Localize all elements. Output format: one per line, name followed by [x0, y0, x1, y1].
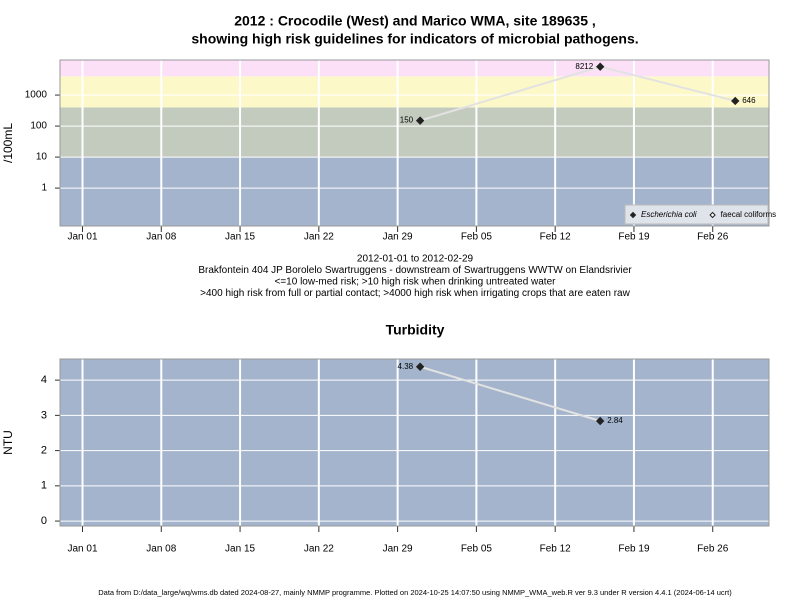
plot-frame: [59, 358, 770, 527]
chart-title: Turbidity: [386, 322, 445, 338]
risk-band: [60, 60, 769, 77]
x-tick-label: Feb 19: [618, 232, 650, 243]
x-tick-label: Jan 29: [383, 232, 413, 243]
x-tick-label: Feb 26: [697, 232, 729, 243]
legend-label: faecal coliforms: [721, 210, 777, 219]
data-line: [419, 365, 601, 422]
y-tick-label: 100: [30, 121, 47, 132]
legend-box: [624, 204, 769, 225]
y-tick-label: 1000: [25, 90, 48, 101]
x-tick-label: Jan 15: [225, 232, 255, 243]
data-point: [595, 416, 605, 426]
note: Brakfontein 404 JP Borolelo Swartruggens…: [198, 265, 632, 276]
legend-marker: [629, 211, 637, 219]
data-point: [415, 116, 425, 125]
risk-band: [60, 107, 769, 158]
legend-marker: [709, 211, 716, 219]
y-axis-label: /100mL: [1, 123, 15, 163]
x-tick-label: Jan 29: [383, 544, 413, 555]
x-tick-label: Feb 19: [618, 544, 650, 555]
x-tick-label: Jan 01: [67, 232, 97, 243]
data-label: 2.84: [607, 416, 623, 425]
x-tick-label: Jan 22: [304, 232, 334, 243]
y-tick-label: 10: [36, 152, 48, 163]
legend-label: Escherichia coli: [641, 210, 697, 219]
footer: Data from D:/data_large/wq/wms.db dated …: [98, 588, 732, 597]
x-tick-label: Jan 22: [304, 544, 334, 555]
y-tick-label: 2: [41, 445, 47, 457]
data-point: [415, 362, 425, 371]
x-tick-label: Feb 05: [461, 232, 493, 243]
data-label: 150: [400, 116, 414, 125]
x-tick-label: Jan 08: [146, 544, 176, 555]
chart-title: 2012 : Crocodile (West) and Marico WMA, …: [234, 13, 596, 29]
legend: Escherichia coli faecal coliforms: [624, 204, 777, 225]
x-tick-label: Feb 05: [461, 544, 493, 555]
data-label: 8212: [575, 62, 593, 71]
data-label: 646: [742, 96, 756, 105]
note: >400 high risk from full or partial cont…: [200, 288, 630, 299]
risk-band: [60, 76, 769, 108]
y-axis-label: NTU: [1, 430, 15, 455]
y-tick-label: 1: [41, 480, 47, 492]
note: <=10 low-med risk; >10 high risk when dr…: [275, 277, 557, 288]
note: 2012-01-01 to 2012-02-29: [357, 254, 474, 265]
x-tick-label: Feb 26: [697, 544, 729, 555]
y-tick-label: 3: [41, 409, 47, 421]
y-tick-label: 4: [41, 374, 47, 386]
x-tick-label: Jan 08: [146, 232, 176, 243]
data-point: [595, 62, 605, 71]
data-point: [731, 96, 740, 106]
y-tick-label: 1: [41, 183, 47, 194]
x-tick-label: Jan 15: [225, 544, 255, 555]
y-tick-label: 0: [41, 515, 47, 527]
plot-frame: [59, 59, 770, 227]
x-tick-label: Feb 12: [540, 544, 572, 555]
data-label: 4.38: [398, 362, 414, 371]
x-tick-label: Feb 12: [540, 232, 572, 243]
x-tick-label: Jan 01: [67, 544, 97, 555]
risk-band: [60, 359, 769, 526]
chart-title: showing high risk guidelines for indicat…: [191, 31, 638, 47]
